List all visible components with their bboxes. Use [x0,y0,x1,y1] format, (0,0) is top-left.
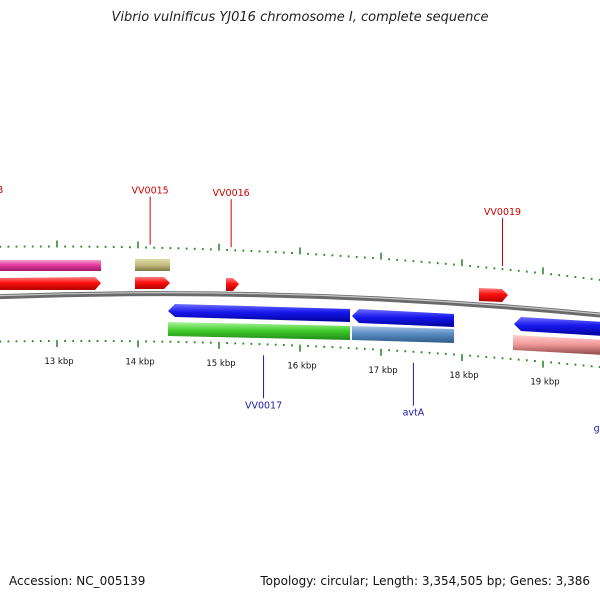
gene-feature-gyrB-cds[interactable] [0,277,101,290]
topology-summary: Topology: circular; Length: 3,354,505 bp… [260,574,590,588]
scale-label: 19 kbp [530,378,559,388]
gene-feature-VV0015-cds[interactable] [135,277,170,289]
chromosome-backbone [0,291,600,318]
chromosome-backbone-highlight [0,292,600,315]
gene-feature-VV0016[interactable] [226,278,239,291]
gene-feature-avtA-cds[interactable] [352,309,454,327]
scale-label: 14 kbp [125,357,154,367]
gene-feature-glyS-cds[interactable] [514,317,600,336]
gene-label-VV0016[interactable]: VV0016 [213,188,250,199]
gene-label-VV0017[interactable]: VV0017 [245,400,282,411]
gene-feature-gyrB[interactable] [0,260,101,271]
scale-label: 17 kbp [368,366,397,376]
gene-label-gyrB[interactable]: gyrB [0,185,3,196]
gene-feature-avtA[interactable] [352,326,454,343]
scale-ticks-top [0,240,600,281]
map-title: Vibrio vulnificus YJ016 chromosome I, co… [111,10,489,25]
scale-label: 16 kbp [287,362,316,372]
accession-text: Accession: NC_005139 [9,574,146,588]
gene-label-VV0019[interactable]: VV0019 [484,207,521,218]
gene-label-VV0015[interactable]: VV0015 [132,186,169,197]
gene-label-avtA[interactable]: avtA [403,408,425,419]
gene-label-glyS[interactable]: glyS [594,423,600,434]
scale-label: 13 kbp [44,357,73,367]
gene-feature-glyS[interactable] [513,335,600,355]
gene-feature-VV0017-cds[interactable] [168,304,350,322]
gene-feature-VV0017[interactable] [168,322,350,340]
scale-label: 18 kbp [449,371,478,381]
gene-labels: gyrB VV0015 VV0016 VV0019 VV0017 avtA glyS [0,185,600,435]
scale-ticks-bottom: 13 kbp 14 kbp 15 kbp 16 kbp 17 kbp 18 kbp 19 k… [0,339,600,388]
gene-feature-VV0015[interactable] [135,259,170,271]
scale-label: 15 kbp [206,359,235,369]
gene-feature-VV0019[interactable] [479,288,508,302]
